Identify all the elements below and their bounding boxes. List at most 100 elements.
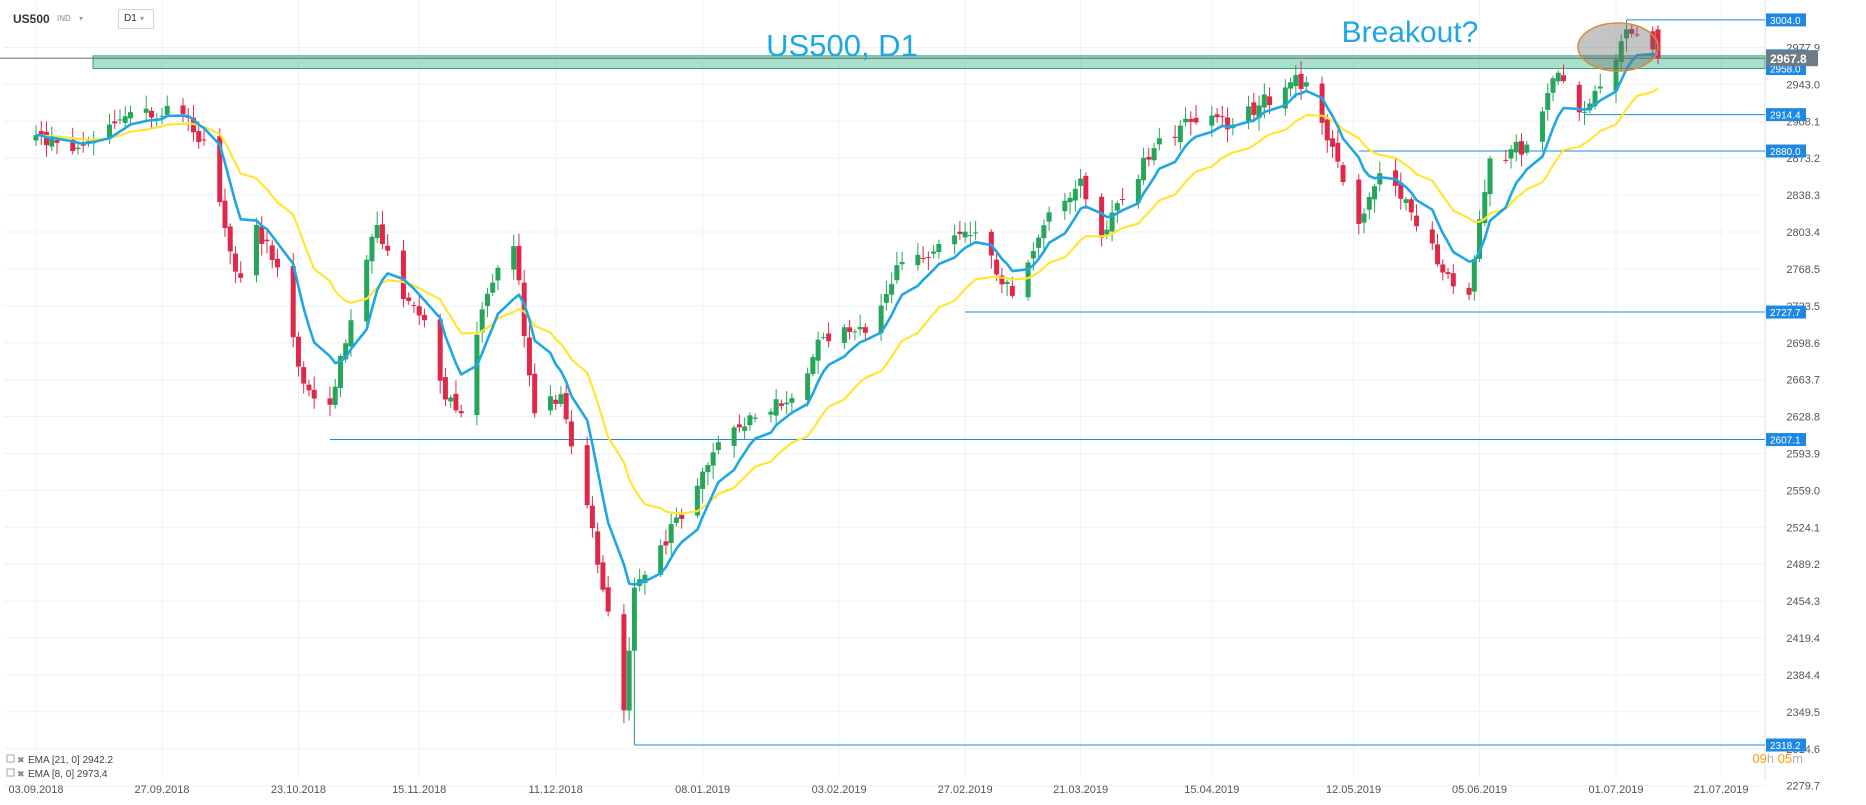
current-price-tag-bg	[1766, 50, 1818, 67]
candle-down	[595, 531, 601, 565]
candle-down	[442, 377, 448, 400]
candle-countdown: 09h 05m	[1752, 751, 1803, 766]
symbol-label[interactable]: US500	[13, 12, 50, 26]
candle-up	[1072, 188, 1078, 201]
ema-8-line	[36, 52, 1659, 586]
candle-up	[511, 246, 517, 270]
candle-down	[1450, 273, 1456, 287]
candle-up	[789, 398, 795, 403]
date-tick-label: 27.02.2019	[938, 784, 993, 796]
candle-up	[642, 574, 648, 583]
candle-up	[857, 326, 863, 330]
candle-up	[1183, 118, 1189, 123]
candle-down	[1330, 138, 1336, 147]
candle-up	[1477, 219, 1483, 259]
date-tick-label: 03.09.2018	[8, 784, 63, 796]
candle-down	[957, 231, 963, 235]
candle-down	[621, 614, 627, 711]
date-tick-label: 15.04.2019	[1184, 784, 1239, 796]
candle-down	[238, 273, 244, 278]
date-tick-label: 15.11.2018	[392, 784, 446, 796]
candle-up	[658, 545, 664, 575]
countdown-hours: 09	[1752, 751, 1766, 766]
candle-up	[1555, 72, 1561, 82]
candle-up	[1151, 148, 1157, 161]
price-tick-label: 2349.5	[1786, 707, 1820, 719]
market-label: IND	[57, 14, 71, 23]
level-price-tag: 2958.0	[1770, 65, 1801, 76]
candle-down	[274, 258, 280, 268]
price-tick-label: 2593.9	[1786, 449, 1820, 461]
level-price-tag: 2914.4	[1770, 111, 1801, 122]
date-tick-label: 03.02.2019	[812, 784, 867, 796]
level-price-tag-bg	[1766, 108, 1806, 122]
candle-up	[784, 402, 790, 405]
candle-down	[1120, 198, 1126, 200]
candle-down	[1324, 119, 1330, 141]
candle-up	[894, 265, 900, 281]
candle-up	[747, 415, 753, 426]
candle-up	[915, 254, 921, 266]
price-tick-label: 2559.0	[1786, 485, 1820, 497]
candle-down	[217, 136, 223, 203]
candle-down	[1576, 84, 1582, 113]
candle-up	[1293, 75, 1299, 87]
candle-down	[553, 399, 559, 404]
candle-up	[1487, 158, 1493, 195]
date-tick-label: 27.09.2018	[134, 784, 189, 796]
candle-up	[1062, 200, 1068, 212]
candle-up	[1545, 92, 1551, 110]
horizontal-levels	[329, 19, 1765, 746]
candle-down	[1083, 175, 1089, 200]
candle-down	[1429, 229, 1435, 244]
candle-up	[1618, 41, 1624, 63]
candle-down	[80, 144, 86, 146]
price-tick-label: 2628.8	[1786, 412, 1820, 424]
candle-up	[1471, 259, 1477, 292]
candle-up	[1004, 281, 1010, 285]
level-price-tag: 2880.0	[1770, 147, 1801, 158]
date-tick-label: 05.06.2019	[1452, 784, 1507, 796]
price-tick-label: 2768.5	[1786, 264, 1820, 276]
date-axis[interactable]: 03.09.2018 27.09.2018 23.10.2018 15.11.2018…	[8, 784, 1748, 796]
candle-up	[878, 305, 884, 334]
candle-down	[295, 336, 301, 367]
level-price-tag-bg	[1766, 305, 1806, 319]
timeframe-select[interactable]: D1 ▾	[118, 9, 154, 29]
candle-up	[1177, 125, 1183, 143]
candle-down	[232, 253, 238, 272]
candle-up	[1624, 29, 1630, 39]
candle-up	[343, 343, 349, 360]
candle-down	[259, 226, 265, 244]
candle-up	[164, 105, 170, 115]
candle-down	[222, 200, 228, 229]
candle-down	[400, 250, 406, 300]
candle-up	[773, 399, 779, 416]
candle-up	[374, 225, 380, 239]
candle-up	[668, 524, 674, 544]
candle-down	[290, 265, 296, 338]
candle-down	[416, 306, 422, 316]
candle-up	[931, 251, 937, 254]
ema-21-line	[36, 87, 1659, 515]
candle-up	[1482, 192, 1488, 224]
candle-down	[180, 105, 186, 115]
candle-up	[1597, 86, 1603, 89]
candle-up	[626, 650, 632, 711]
candle-down	[1503, 159, 1509, 161]
candle-up	[49, 137, 55, 147]
candle-up	[484, 293, 490, 306]
date-tick-label: 23.10.2018	[271, 784, 326, 796]
candle-down	[663, 541, 669, 546]
candle-up	[973, 232, 979, 234]
candle-up	[1508, 149, 1514, 159]
candle-up	[1067, 197, 1073, 203]
candle-up	[33, 135, 39, 141]
symbol-dropdown-chevron-down-icon[interactable]: ▾	[79, 14, 84, 23]
candle-up	[1135, 179, 1141, 203]
price-tick-label: 2384.4	[1786, 670, 1820, 682]
candle-up	[1078, 178, 1084, 186]
candle-up	[1524, 144, 1530, 153]
candle-down	[1225, 117, 1231, 130]
